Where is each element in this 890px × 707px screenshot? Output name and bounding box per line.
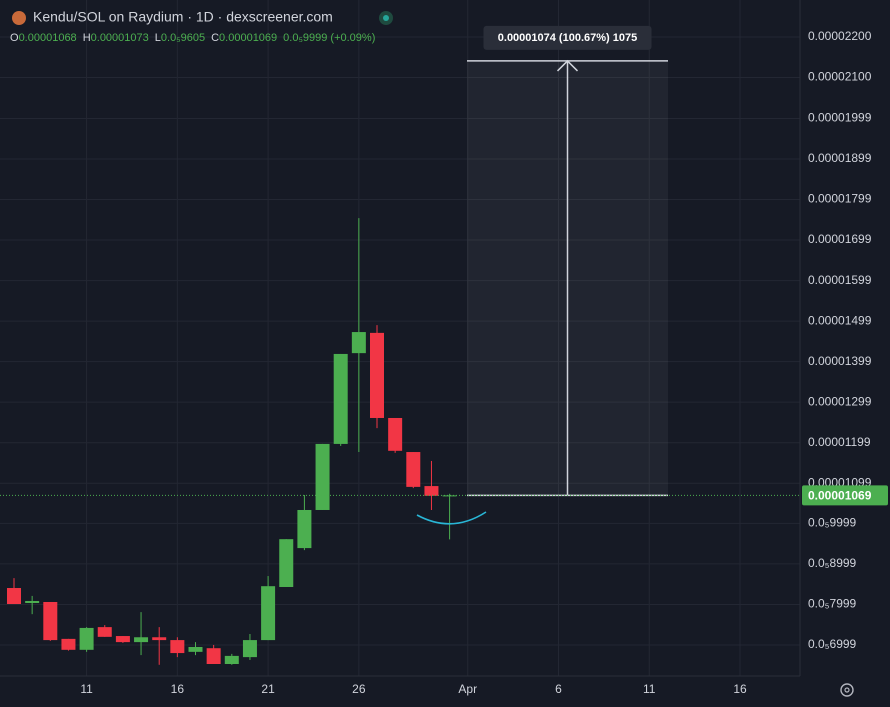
x-tick-label: 16 — [171, 682, 185, 696]
y-tick-label: 0.0₅7999 — [808, 597, 857, 611]
ohlc-value: 0.00001069 — [219, 32, 277, 44]
candle-body — [388, 417, 403, 451]
candle-body — [7, 588, 21, 605]
y-tick-label: 0.00001999 — [808, 111, 872, 125]
y-tick-label: 0.00002100 — [808, 70, 872, 84]
candle-body — [242, 640, 257, 658]
measure-label-box — [483, 25, 652, 50]
grid — [0, 0, 800, 676]
ohlc-label: C — [211, 32, 219, 44]
y-tick-label: 0.00001699 — [808, 232, 872, 246]
candle-body — [424, 486, 439, 496]
candle-body — [442, 495, 457, 497]
candle-body — [370, 332, 384, 418]
x-tick-label: 11 — [643, 682, 656, 696]
candle-body — [134, 637, 149, 643]
drawing-curve — [416, 511, 487, 525]
y-tick-label: 0.00001499 — [808, 313, 872, 327]
candle-body — [315, 443, 330, 510]
candle-body — [206, 648, 221, 665]
candle-body — [25, 600, 40, 604]
settings-icon[interactable] — [840, 683, 854, 697]
candle-body — [188, 646, 203, 652]
ohlc-value: 0.00001073 — [91, 32, 149, 44]
token-icon — [12, 11, 26, 25]
candle-body — [61, 638, 76, 650]
ohlc-label: O — [10, 32, 19, 44]
measure-arrowhead — [556, 59, 579, 72]
candle-body — [170, 640, 185, 654]
y-tick-label: 0.0₅8999 — [808, 556, 857, 570]
candle-body — [351, 332, 366, 354]
change: 0.0₅9999 (+0.09%) — [283, 32, 375, 44]
y-tick-label: 0.00002200 — [808, 29, 872, 43]
candle-body — [333, 353, 348, 444]
y-tick-label: 0.00001899 — [808, 151, 872, 165]
x-tick-label: 6 — [555, 682, 562, 696]
x-tick-label: 21 — [261, 682, 275, 696]
y-tick-label: 0.00001399 — [808, 354, 872, 368]
last-price-label: 0.00001069 — [808, 489, 872, 503]
x-tick-label: 11 — [80, 682, 93, 696]
y-tick-label: 0.00001599 — [808, 273, 872, 287]
ohlc-value: 0.0₅9605 — [161, 32, 205, 44]
candle-body — [115, 636, 130, 643]
ohlc-row: O 0.00001068 H 0.00001073 L 0.0₅9605 C 0.000010… — [10, 32, 375, 44]
x-tick-label: Apr — [458, 682, 477, 696]
last-price-tag — [802, 485, 888, 506]
plot: 0.00001074 (100.67%) 1075 — [0, 25, 800, 665]
candle-body — [79, 627, 94, 650]
candle-body — [152, 637, 167, 641]
candle-body — [406, 452, 421, 487]
measure-label: 0.00001074 (100.67%) 1075 — [498, 32, 637, 44]
candle-body — [43, 601, 58, 641]
y-tick-label: 0.0₅9999 — [808, 516, 857, 530]
header: Kendu/SOL on Raydium · 1D · dexscreener.… — [12, 9, 393, 25]
gear-ring[interactable] — [840, 683, 854, 697]
y-tick-label: 0.00001199 — [808, 435, 871, 449]
candle-body — [279, 539, 294, 587]
status-dot — [383, 15, 389, 21]
y-tick-label: 0.0₅6999 — [808, 637, 857, 651]
y-tick-label: 0.00001799 — [808, 192, 872, 206]
x-tick-label: 26 — [352, 682, 366, 696]
chart-title: Kendu/SOL on Raydium · 1D · dexscreener.… — [33, 9, 333, 25]
candle-body — [261, 586, 276, 641]
candle-body — [224, 655, 239, 665]
ohlc-value: 0.00001068 — [19, 32, 77, 44]
ohlc-label: H — [83, 32, 91, 44]
y-tick-label: 0.00001299 — [808, 394, 872, 408]
candle-body — [97, 627, 112, 637]
ohlc-label: L — [155, 32, 161, 44]
x-tick-label: 16 — [733, 682, 747, 696]
gear-hub[interactable] — [844, 687, 850, 693]
candle-body — [297, 509, 312, 549]
